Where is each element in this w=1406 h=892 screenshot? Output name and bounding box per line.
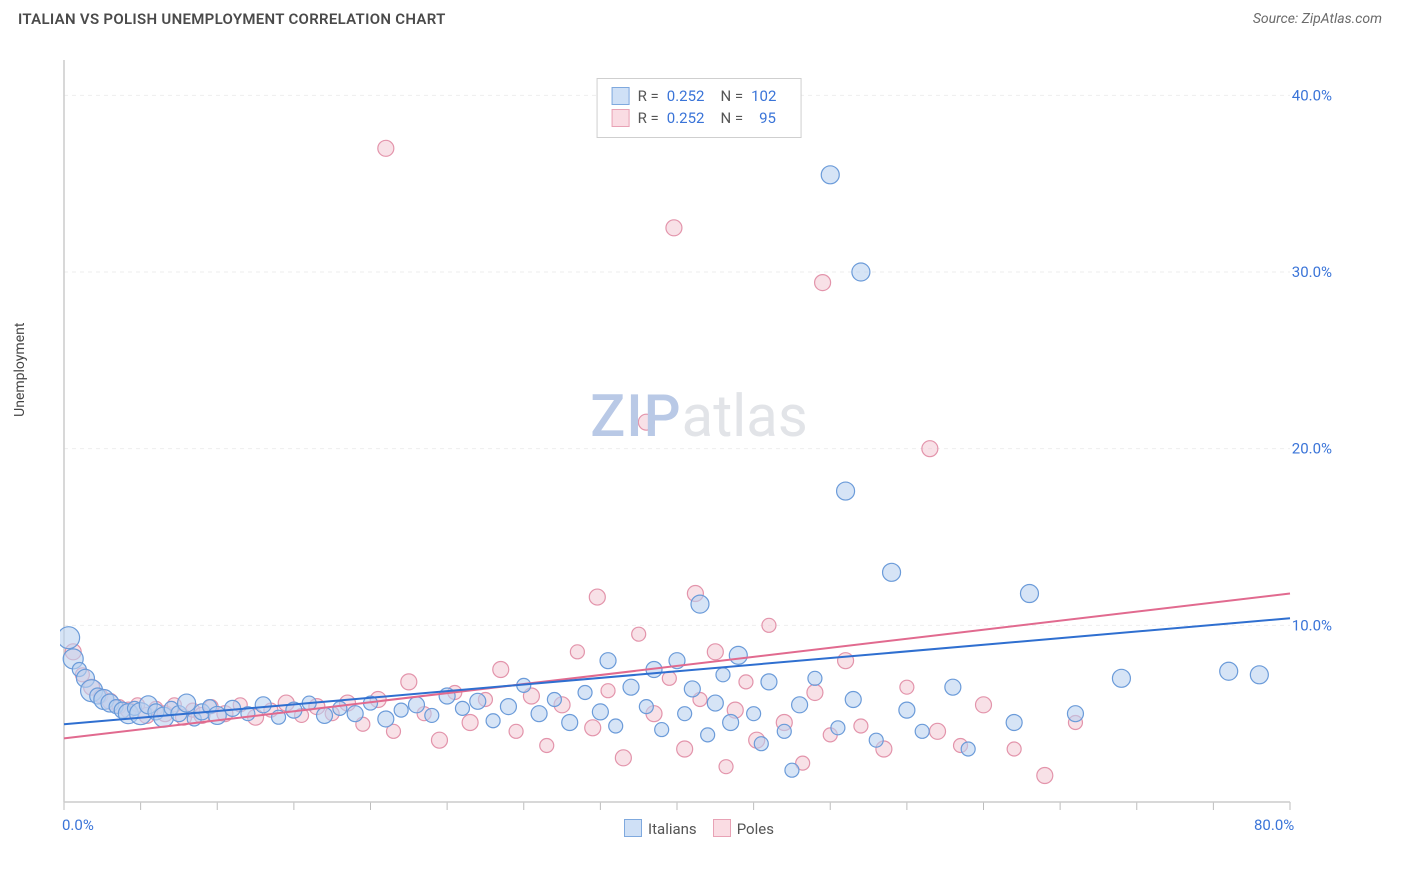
y-axis-label: Unemployment — [12, 323, 28, 417]
svg-text:30.0%: 30.0% — [1292, 263, 1332, 281]
stats-legend-box: R = 0.252 N = 102 R = 0.252 N = 95 — [597, 78, 802, 138]
svg-text:20.0%: 20.0% — [1292, 440, 1332, 458]
source-attribution: Source: ZipAtlas.com — [1253, 11, 1382, 27]
scatter-svg: 10.0% 20.0% 30.0% 40.0% — [60, 60, 1338, 836]
bottom-legend: Italians Poles — [60, 819, 1338, 838]
x-axis-end-label: 80.0% — [1254, 816, 1294, 834]
legend-item-italians: Italians — [624, 819, 697, 838]
svg-text:10.0%: 10.0% — [1292, 616, 1332, 634]
svg-text:40.0%: 40.0% — [1292, 86, 1332, 104]
header: ITALIAN VS POLISH UNEMPLOYMENT CORRELATI… — [0, 0, 1406, 36]
plot-area: 10.0%20.0%30.0%40.0% ZIPatlas R = 0.252 … — [60, 60, 1338, 836]
stats-row-poles: R = 0.252 N = 95 — [612, 107, 787, 129]
legend-swatch-poles — [713, 819, 731, 837]
n-value-poles: 95 — [759, 107, 776, 129]
x-axis-start-label: 0.0% — [62, 816, 94, 834]
chart-title: ITALIAN VS POLISH UNEMPLOYMENT CORRELATI… — [18, 10, 446, 28]
stats-row-italians: R = 0.252 N = 102 — [612, 85, 787, 107]
legend-item-poles: Poles — [713, 819, 774, 838]
n-value-italians: 102 — [751, 85, 776, 107]
chart-container: Unemployment 10.0%20.0%30.0%40.0% ZIPatl… — [18, 44, 1388, 884]
swatch-poles — [612, 109, 630, 127]
r-value-italians: 0.252 — [667, 85, 705, 107]
legend-swatch-italians — [624, 819, 642, 837]
swatch-italians — [612, 87, 630, 105]
r-value-poles: 0.252 — [667, 107, 705, 129]
